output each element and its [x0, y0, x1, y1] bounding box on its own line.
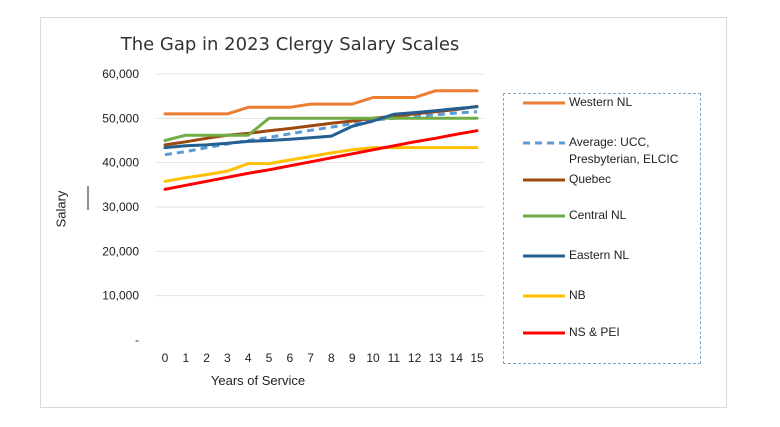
x-tick-label: 6	[286, 351, 293, 365]
x-tick-label: 8	[328, 351, 335, 365]
x-tick-label: 10	[366, 351, 380, 365]
x-tick-label: 2	[203, 351, 210, 365]
x-tick-label: 15	[470, 351, 484, 365]
x-tick-label: 14	[450, 351, 464, 365]
series-line-5	[163, 146, 479, 183]
x-tick-label: 11	[388, 351, 401, 365]
y-tick-label: 10,000	[102, 289, 139, 303]
legend-label-4: Eastern NL	[569, 248, 630, 262]
x-tick-label: 7	[307, 351, 314, 365]
x-tick-label: 13	[429, 351, 443, 365]
legend-label-3: Central NL	[569, 208, 627, 222]
series-line-4	[163, 105, 479, 150]
x-tick-label: 12	[408, 351, 422, 365]
y-tick-label: 60,000	[102, 67, 139, 81]
legend	[503, 93, 701, 364]
x-tick-label: 1	[182, 351, 189, 365]
x-tick-label: 0	[162, 351, 169, 365]
y-tick-label: 50,000	[102, 111, 139, 125]
legend-label-1: Average: UCC, Presbyterian, ELCIC	[569, 135, 679, 166]
y-tick-label: 20,000	[102, 244, 139, 258]
chart-frame	[40, 17, 727, 408]
series-line-1	[164, 110, 478, 157]
x-axis-label: Years of Service	[210, 373, 306, 388]
series-line-0	[163, 89, 479, 116]
x-tick-label: 5	[266, 351, 273, 365]
series-line-3	[163, 116, 479, 142]
legend-label-2: Quebec	[569, 172, 612, 186]
y-tick-label: -	[135, 333, 139, 347]
y-tick-label: 30,000	[102, 200, 139, 214]
x-tick-label: 4	[245, 351, 252, 365]
x-tick-label: 9	[349, 351, 356, 365]
chart-title: The Gap in 2023 Clergy Salary Scales	[120, 34, 460, 55]
y-tick-label: 40,000	[102, 156, 139, 170]
legend-label-5: NB	[569, 288, 586, 302]
x-tick-label: 3	[224, 351, 231, 365]
legend-label-0: Western NL	[569, 95, 633, 109]
legend-label-6: NS & PEI	[569, 325, 620, 339]
y-axis-label: Salary	[53, 190, 69, 228]
series-line-6	[163, 129, 479, 191]
